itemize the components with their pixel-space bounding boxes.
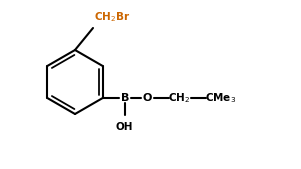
Text: OH: OH — [116, 122, 133, 132]
Text: CMe$_3$: CMe$_3$ — [205, 91, 236, 105]
Text: B: B — [120, 93, 129, 103]
Text: CH$_2$Br: CH$_2$Br — [94, 10, 130, 24]
Text: CH$_2$: CH$_2$ — [168, 91, 190, 105]
Text: O: O — [142, 93, 151, 103]
